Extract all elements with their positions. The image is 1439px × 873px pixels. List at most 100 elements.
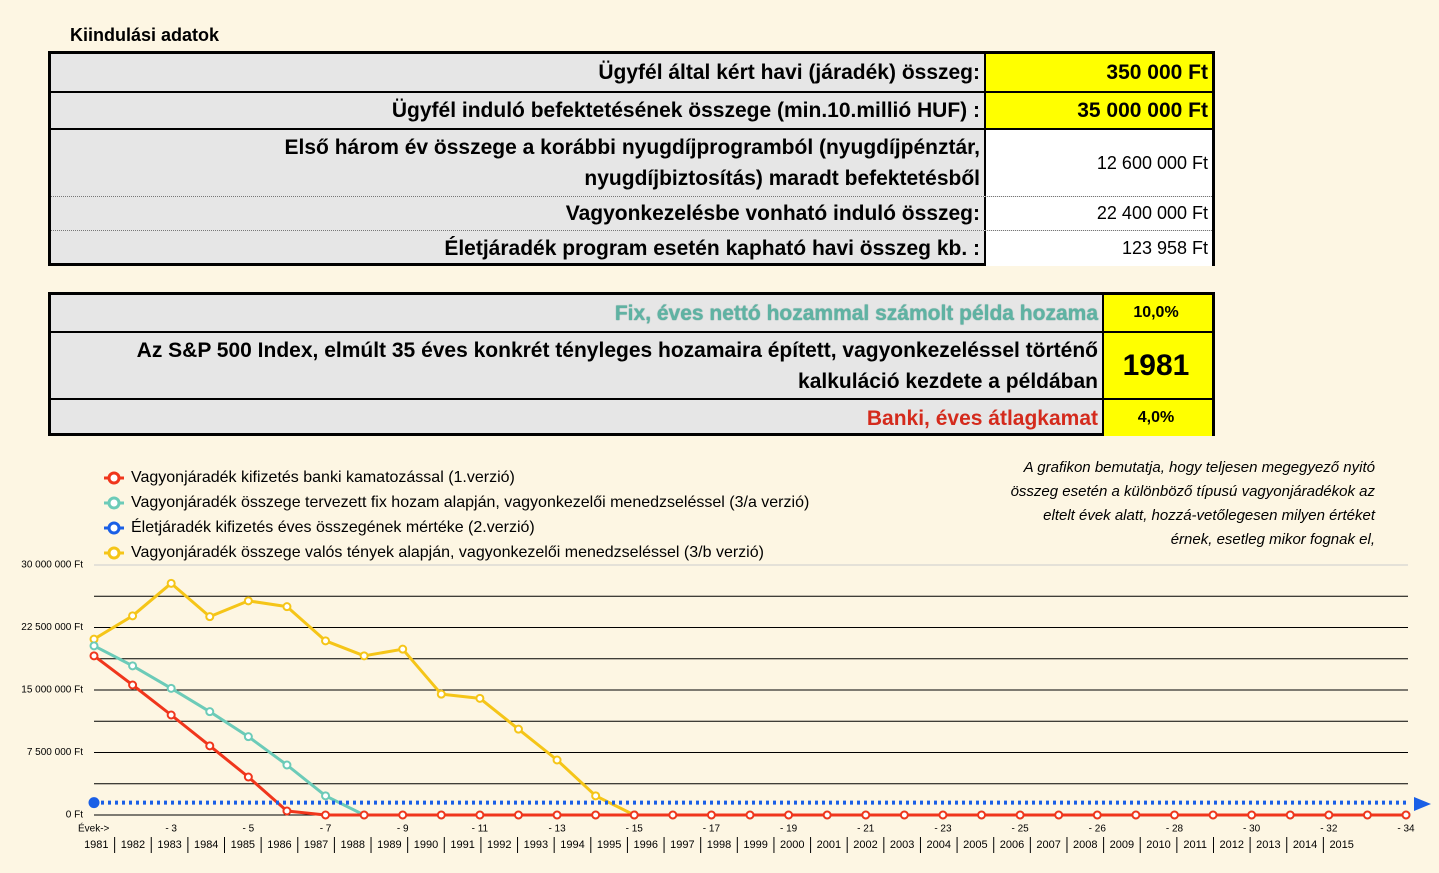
data-point <box>205 612 215 622</box>
y-tick-label: 22 500 000 Ft <box>21 622 83 633</box>
note-line: A grafikon bemutatja, hogy teljesen mege… <box>1023 459 1375 476</box>
row-label: Az S&P 500 Index, elmúlt 35 éves konkrét… <box>51 333 1104 398</box>
data-point <box>359 810 369 820</box>
x-tick-label: 1985 <box>231 839 255 851</box>
data-point <box>1247 810 1257 820</box>
data-point <box>89 651 99 661</box>
y-tick-label: 0 Ft <box>66 810 83 821</box>
x-tick-label: 1988 <box>340 839 364 851</box>
row-value: 123 958 Ft <box>986 231 1212 266</box>
data-point <box>552 755 562 765</box>
data-point <box>1362 810 1372 820</box>
data-point <box>282 602 292 612</box>
x-tick-label: 1990 <box>414 839 438 851</box>
row-value: 35 000 000 Ft <box>986 93 1212 128</box>
data-point <box>436 689 446 699</box>
data-point <box>513 810 523 820</box>
x-tick-label: 1992 <box>487 839 511 851</box>
data-point <box>88 797 100 809</box>
x-period-label: - 19 <box>780 824 798 835</box>
data-point <box>629 810 639 820</box>
row-value: 350 000 Ft <box>986 54 1212 91</box>
x-tick-label: 1991 <box>450 839 474 851</box>
data-point <box>552 810 562 820</box>
data-point <box>282 760 292 770</box>
data-point <box>745 810 755 820</box>
data-point <box>398 644 408 654</box>
data-point <box>243 732 253 742</box>
data-point <box>861 810 871 820</box>
x-period-label: - 5 <box>243 824 255 835</box>
x-period-label: - 34 <box>1397 824 1415 835</box>
data-point <box>591 791 601 801</box>
data-point <box>89 641 99 651</box>
x-period-label: - 3 <box>165 824 177 835</box>
series-line <box>93 644 1406 817</box>
data-point <box>398 810 408 820</box>
x-period-label: - 23 <box>934 824 952 835</box>
x-tick-label: 2001 <box>817 839 841 851</box>
legend-marker <box>107 546 121 560</box>
x-tick-label: 2006 <box>1000 839 1024 851</box>
data-point <box>706 810 716 820</box>
table-row: Életjáradék program esetén kapható havi … <box>51 231 1212 266</box>
table-row: Fix, éves nettó hozammal számolt példa h… <box>51 295 1212 333</box>
x-period-label: - 32 <box>1320 824 1338 835</box>
legend-label: Életjáradék kifizetés éves összegének mé… <box>131 517 535 536</box>
x-tick-label: 2010 <box>1146 839 1170 851</box>
x-tick-label: 1994 <box>560 839 584 851</box>
section-title: Kiindulási adatok <box>70 25 220 45</box>
input-table: Ügyfél által kért havi (járadék) összeg:… <box>48 51 1215 266</box>
data-point <box>128 680 138 690</box>
x-tick-label: 2005 <box>963 839 987 851</box>
row-label: Vagyonkezelésbe vonható induló összeg: <box>51 197 986 230</box>
data-point <box>436 810 446 820</box>
x-period-label: - 7 <box>320 824 332 835</box>
note-line: összeg esetén a különböző típusú vagyonj… <box>1011 483 1376 500</box>
row-label: Banki, éves átlagkamat <box>51 400 1104 436</box>
data-point <box>513 724 523 734</box>
x-tick-label: 2014 <box>1293 839 1317 851</box>
legend-label: Vagyonjáradék összege valós tények alapj… <box>131 544 764 561</box>
y-tick-label: 7 500 000 Ft <box>27 747 83 758</box>
x-tick-label: 1997 <box>670 839 694 851</box>
row-label: Első három év összege a korábbi nyugdíjp… <box>51 130 986 196</box>
row-label: Fix, éves nettó hozammal számolt példa h… <box>51 295 1104 331</box>
data-point <box>977 810 987 820</box>
data-point <box>1169 810 1179 820</box>
table-row: Ügyfél által kért havi (járadék) összeg:… <box>51 54 1212 93</box>
data-point <box>1401 810 1411 820</box>
data-point <box>166 578 176 588</box>
x-tick-label: 1981 <box>84 839 108 851</box>
data-point <box>166 683 176 693</box>
x-tick-label: 2009 <box>1110 839 1134 851</box>
x-tick-label: 2011 <box>1183 839 1207 851</box>
row-value: 10,0% <box>1104 295 1212 331</box>
legend-marker <box>107 521 121 535</box>
data-point <box>321 791 331 801</box>
legend-marker <box>107 471 121 485</box>
data-point <box>166 710 176 720</box>
table-row: Az S&P 500 Index, elmúlt 35 éves konkrét… <box>51 333 1212 400</box>
data-point <box>938 810 948 820</box>
data-point <box>282 806 292 816</box>
x-tick-label: 1983 <box>157 839 181 851</box>
data-point <box>1092 810 1102 820</box>
legend-marker <box>107 496 121 510</box>
row-label: Ügyfél által kért havi (járadék) összeg: <box>51 54 986 91</box>
x-tick-label: 1989 <box>377 839 401 851</box>
row-label: Ügyfél induló befektetésének összege (mi… <box>51 93 986 128</box>
data-point <box>475 810 485 820</box>
x-tick-label: 1984 <box>194 839 218 851</box>
x-period-label: - 21 <box>857 824 875 835</box>
x-period-label: - 9 <box>397 824 409 835</box>
data-point <box>243 596 253 606</box>
x-period-label: - 13 <box>548 824 566 835</box>
x-period-label: - 28 <box>1166 824 1184 835</box>
x-tick-label: 1986 <box>267 839 291 851</box>
axis-arrow <box>1414 797 1431 811</box>
data-point <box>205 741 215 751</box>
x-tick-label: 2013 <box>1256 839 1280 851</box>
x-tick-label: 2004 <box>927 839 951 851</box>
